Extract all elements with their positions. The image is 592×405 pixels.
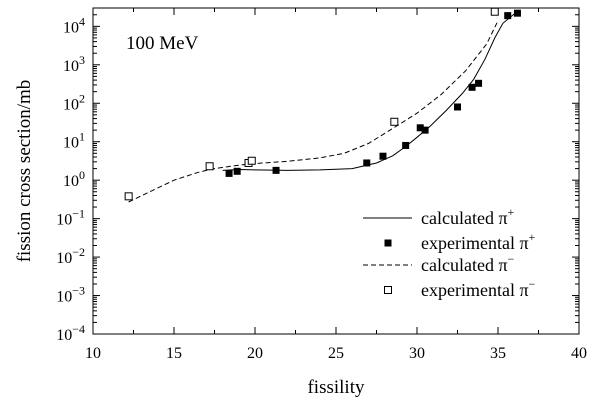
data-point-exp-plus [504,12,512,20]
x-tick-label: 25 [328,345,344,362]
data-point-exp-plus [363,159,371,167]
y-tick-label: 10−4 [56,322,85,344]
data-point-exp-plus [225,169,233,177]
legend-swatch-exp-plus [384,239,392,247]
data-point-exp-plus [272,166,280,174]
x-axis-label: fissility [307,377,365,398]
data-point-exp-minus [247,156,256,165]
y-tick-label: 103 [63,53,85,75]
x-tick-label: 10 [85,345,101,362]
y-axis-label: fission cross section/mb [14,80,35,263]
series-line-calc-plus [222,13,515,171]
y-tick-label: 102 [63,91,85,113]
data-point-exp-plus [513,9,521,17]
data-point-exp-minus [390,117,399,126]
x-tick-label: 30 [409,345,425,362]
series-layer [124,7,521,203]
data-point-exp-plus [421,126,429,134]
tick-labels: 10 15 20 25 30 35 40 10−4 10−3 10−2 10−1 100 101 102 1… [56,14,587,362]
y-tick-label: 101 [63,130,85,152]
data-point-exp-plus [468,83,476,91]
data-point-exp-plus [475,79,483,87]
data-point-exp-minus [205,162,214,171]
plot-frame [92,7,580,335]
x-tick-label: 20 [247,345,263,362]
data-point-exp-plus [233,167,241,175]
data-point-exp-plus [402,141,410,149]
y-tick-label: 10−1 [56,207,85,229]
data-point-exp-minus [124,192,133,201]
x-tick-label: 35 [490,345,506,362]
energy-annotation: 100 MeV [126,33,199,54]
legend-label-exp-minus: experimental π− [421,277,536,300]
legend-swatch-exp-minus [384,286,392,294]
y-tick-label: 10−2 [56,245,85,267]
data-point-exp-plus [454,103,461,111]
data-point-exp-plus [416,124,424,132]
x-tick-label: 40 [571,345,587,362]
y-tick-label: 104 [63,14,85,36]
y-tick-label: 100 [63,168,85,190]
x-tick-label: 15 [166,345,182,362]
legend-label-calc-minus: calculated π− [421,252,515,275]
data-point-exp-plus [379,152,387,160]
legend: calculated π+experimental π+calculated π… [363,205,536,300]
y-tick-label: 10−3 [56,284,85,306]
data-point-exp-minus [490,7,499,16]
legend-label-calc-plus: calculated π+ [421,205,515,228]
legend-label-exp-plus: experimental π+ [421,230,536,253]
